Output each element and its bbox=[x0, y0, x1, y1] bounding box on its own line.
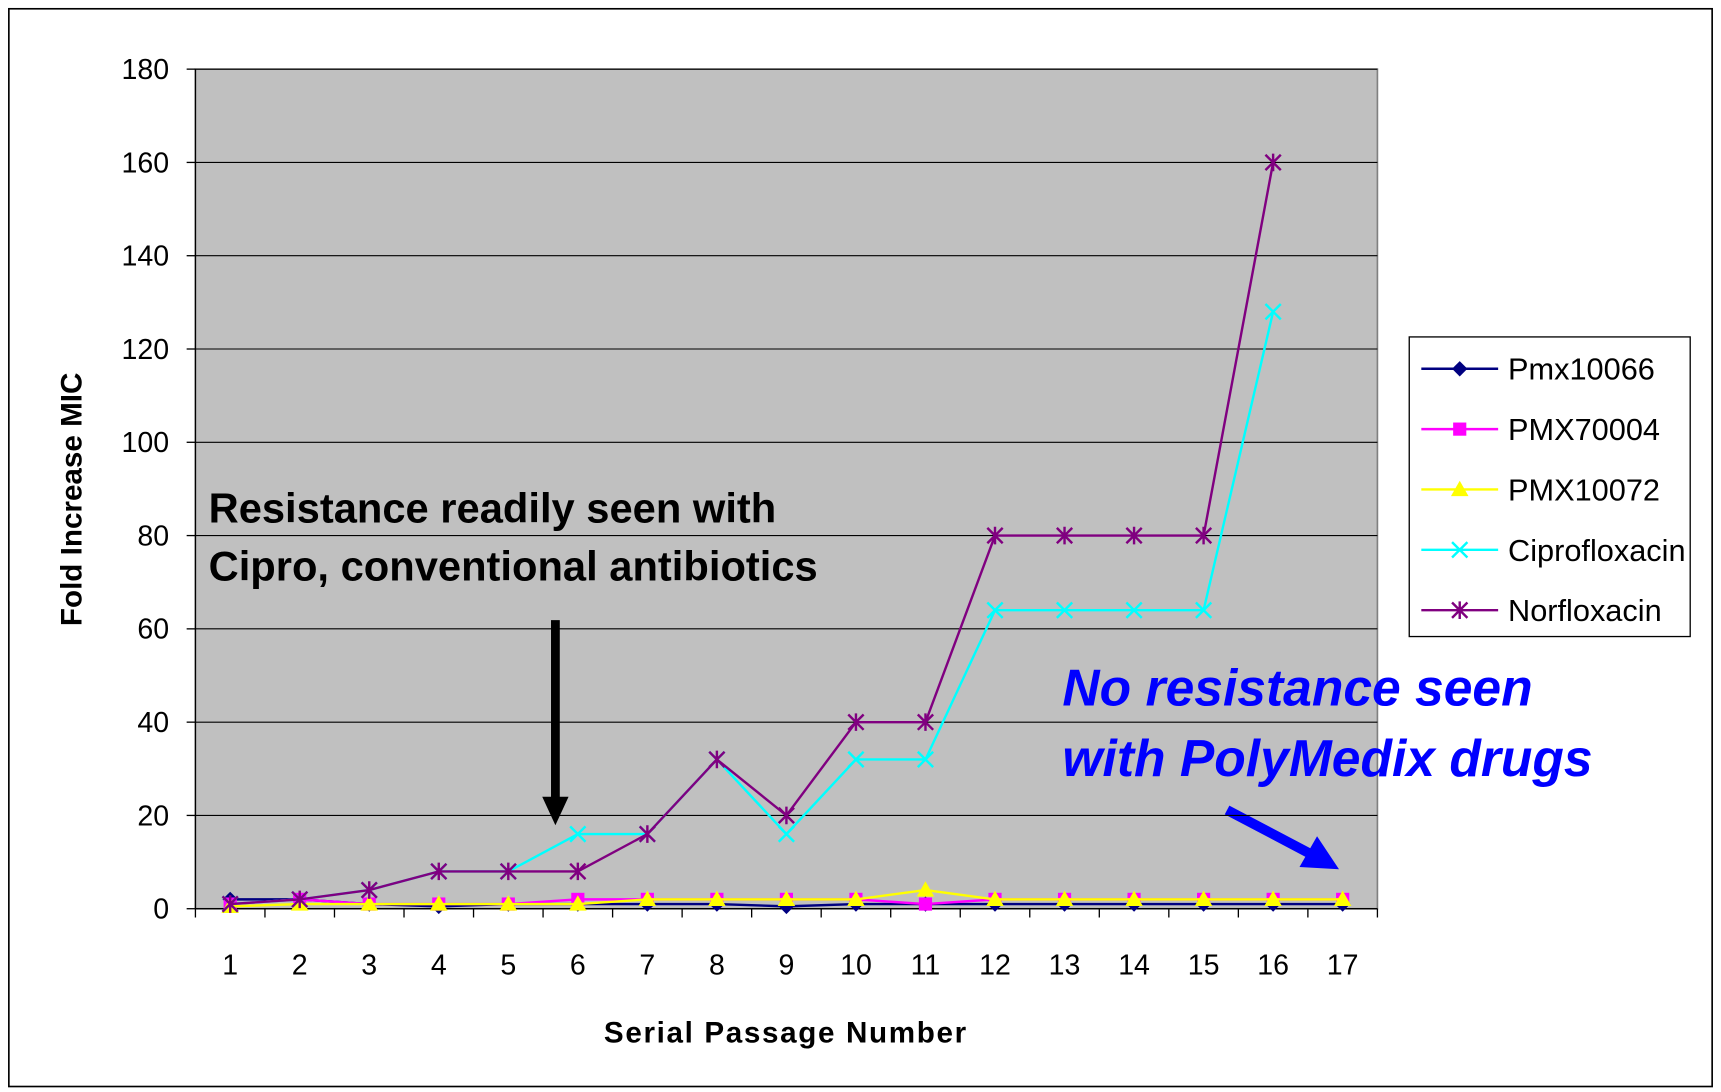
x-tick-label: 17 bbox=[1327, 950, 1359, 982]
y-tick-label: 100 bbox=[122, 427, 170, 459]
x-axis-label: Serial Passage Number bbox=[604, 1017, 968, 1050]
marker bbox=[986, 890, 1004, 906]
legend-label: PMX10072 bbox=[1508, 472, 1660, 507]
marker bbox=[499, 895, 518, 911]
marker bbox=[847, 750, 865, 768]
y-tick-label: 180 bbox=[122, 54, 170, 86]
marker bbox=[1125, 526, 1143, 545]
marker bbox=[360, 881, 378, 899]
marker bbox=[1451, 541, 1469, 559]
x-tick-label: 5 bbox=[500, 950, 516, 982]
marker bbox=[429, 895, 448, 911]
x-tick-label: 1 bbox=[222, 950, 238, 982]
marker bbox=[708, 750, 726, 769]
x-tick-label: 2 bbox=[292, 950, 308, 982]
marker bbox=[569, 895, 587, 911]
annotation-arrowhead bbox=[542, 796, 569, 826]
y-tick-label: 160 bbox=[122, 147, 170, 179]
y-tick-label: 20 bbox=[137, 800, 169, 832]
y-axis-label: Fold Increase MIC bbox=[55, 373, 88, 627]
marker bbox=[430, 862, 448, 881]
x-tick-label: 7 bbox=[639, 950, 655, 982]
marker bbox=[916, 750, 935, 768]
legend-label: PMX70004 bbox=[1508, 412, 1660, 447]
annotation-arrowhead bbox=[1299, 836, 1340, 870]
marker bbox=[918, 897, 933, 911]
annotation: Cipro, conventional antibiotics bbox=[209, 543, 818, 590]
x-tick-label: 16 bbox=[1257, 950, 1289, 982]
annotation: Resistance readily seen with bbox=[209, 484, 777, 531]
x-tick-label: 12 bbox=[979, 950, 1011, 982]
marker bbox=[569, 862, 587, 881]
y-tick-label: 80 bbox=[137, 520, 169, 552]
marker bbox=[1056, 526, 1074, 545]
x-tick-label: 8 bbox=[709, 950, 725, 982]
plot-area bbox=[194, 68, 1379, 910]
x-tick-label: 13 bbox=[1049, 950, 1081, 982]
marker bbox=[916, 713, 935, 731]
annotation-arrow bbox=[1224, 805, 1311, 858]
marker bbox=[986, 526, 1004, 545]
marker bbox=[1452, 361, 1468, 377]
marker bbox=[1453, 422, 1467, 436]
marker bbox=[291, 890, 309, 909]
y-tick-label: 0 bbox=[153, 894, 169, 926]
marker bbox=[777, 825, 795, 843]
marker bbox=[1264, 153, 1282, 172]
marker bbox=[1056, 601, 1074, 619]
x-tick-label: 10 bbox=[840, 950, 872, 982]
annotation: with PolyMedix drugs bbox=[1062, 729, 1592, 787]
y-tick-label: 120 bbox=[122, 334, 170, 366]
x-tick-label: 6 bbox=[570, 950, 586, 982]
marker bbox=[916, 881, 935, 897]
x-tick-label: 11 bbox=[911, 950, 941, 982]
x-tick-label: 3 bbox=[361, 950, 377, 982]
marker bbox=[499, 862, 517, 881]
marker bbox=[777, 806, 795, 825]
marker bbox=[569, 825, 587, 843]
x-tick-label: 14 bbox=[1118, 950, 1150, 982]
marker bbox=[638, 890, 657, 906]
x-tick-label: 15 bbox=[1188, 950, 1220, 982]
marker bbox=[1333, 890, 1352, 906]
marker bbox=[777, 890, 796, 906]
marker bbox=[1055, 890, 1074, 906]
x-tick-label: 4 bbox=[431, 950, 447, 982]
marker bbox=[1125, 890, 1143, 906]
marker bbox=[1451, 601, 1469, 619]
y-tick-label: 60 bbox=[137, 614, 169, 646]
annotation: No resistance seen bbox=[1062, 659, 1532, 717]
marker bbox=[847, 713, 865, 731]
marker bbox=[360, 895, 379, 911]
marker bbox=[1264, 303, 1282, 321]
marker bbox=[1264, 890, 1282, 906]
x-tick-label: 9 bbox=[778, 950, 794, 982]
y-tick-label: 140 bbox=[122, 241, 170, 273]
y-tick-label: 40 bbox=[137, 707, 169, 739]
marker bbox=[1450, 480, 1469, 497]
marker bbox=[1195, 526, 1213, 545]
marker bbox=[847, 890, 865, 906]
marker bbox=[221, 895, 239, 913]
marker bbox=[1195, 601, 1213, 619]
legend-label: Norfloxacin bbox=[1508, 593, 1662, 628]
marker bbox=[638, 825, 656, 843]
marker bbox=[708, 890, 726, 906]
legend-label: Pmx10066 bbox=[1508, 352, 1655, 387]
legend-label: Ciprofloxacin bbox=[1508, 533, 1686, 568]
series-line bbox=[230, 162, 1275, 906]
marker bbox=[986, 601, 1004, 619]
marker bbox=[1194, 890, 1213, 906]
marker bbox=[1125, 601, 1143, 619]
legend-box bbox=[1408, 336, 1691, 638]
